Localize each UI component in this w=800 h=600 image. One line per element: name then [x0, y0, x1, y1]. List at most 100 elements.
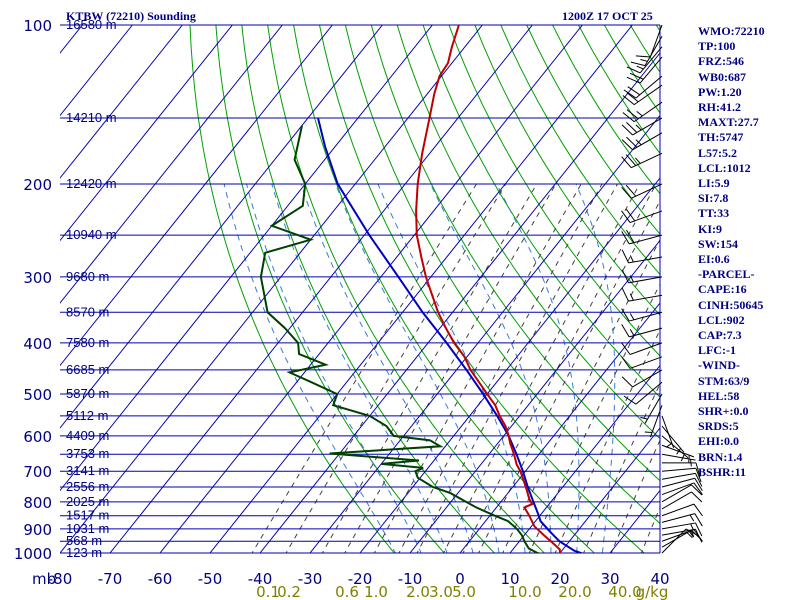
- wind-barb: [623, 75, 663, 99]
- temperature-tick-labels: -80 -70 -60 -50 -40 -30 -20 -10 0 10 20 30 40: [48, 570, 670, 588]
- moist-adiabat-line: [496, 183, 580, 553]
- height-label: 1031 m: [66, 521, 109, 536]
- wind-barb: [623, 381, 663, 405]
- index-shr: SHR+:0.0: [698, 404, 749, 419]
- mixing-ratio-label: 3.0: [429, 583, 453, 600]
- index-tp: TP:100: [698, 39, 736, 54]
- index-sw: SW:154: [698, 236, 739, 251]
- dry-adiabat-line: [319, 25, 646, 553]
- index-ehi: EHI:0.0: [698, 434, 740, 449]
- dry-adiabat-line: [422, 25, 660, 398]
- isotherm-line: [60, 25, 233, 242]
- height-label: 6685 m: [66, 362, 109, 377]
- moist-adiabat-line: [377, 183, 526, 553]
- dry-adiabat-line: [267, 25, 546, 553]
- wind-barb: [661, 528, 703, 543]
- temperature-tick-label: 40: [650, 570, 669, 588]
- mixing-ratio-label: 0.6: [335, 583, 359, 600]
- mixing-ratio-line: [416, 183, 618, 553]
- mixing-ratio-line: [462, 183, 657, 553]
- isotherm-line: [60, 25, 483, 553]
- moist-adiabat-line: [246, 183, 422, 553]
- temperature-tick-label: -20: [348, 570, 373, 588]
- pressure-tick-label: 300: [23, 269, 52, 287]
- height-label: 5112 m: [66, 408, 108, 423]
- temperature-tick-label: 10: [500, 570, 519, 588]
- mixing-ratio-line: [285, 183, 507, 553]
- index-tt: TT:33: [698, 206, 730, 221]
- pressure-tick-label: 700: [23, 463, 52, 481]
- wind-barb: [661, 482, 703, 496]
- height-label: 568 m: [66, 533, 102, 548]
- dry-adiabat-line: [241, 25, 495, 553]
- wind-barb: [626, 56, 663, 84]
- index-maxt: MAXT:27.7: [698, 115, 759, 130]
- isotherm-line: [60, 25, 383, 429]
- index-ei: EI:0.6: [698, 252, 730, 267]
- mixing-ratio-lines: [251, 183, 660, 553]
- sounding-datetime: 1200Z 17 OCT 25: [562, 9, 653, 23]
- isotherms: [60, 25, 660, 553]
- temperature-tick-label: -80: [48, 570, 73, 588]
- wind-barb: [661, 425, 685, 455]
- mixing-ratio-label: 0.2: [277, 583, 301, 600]
- wind-barb: [661, 503, 703, 517]
- moist-adiabat-line: [223, 183, 396, 553]
- dry-adiabat-line: [189, 25, 395, 553]
- dry-adiabat-line: [760, 25, 800, 564]
- temperature-tick-label: 0: [455, 570, 465, 588]
- wind-barb: [621, 208, 663, 224]
- dry-adiabat-line: [370, 25, 660, 482]
- height-label: 10940 m: [66, 227, 117, 242]
- pressure-tick-label: 500: [23, 386, 52, 404]
- wind-barb: [635, 24, 663, 58]
- wind-barb: [661, 444, 695, 463]
- isobars: [60, 24, 661, 554]
- index-l57: L57:5.2: [698, 145, 737, 160]
- dewpoint-line: [259, 125, 542, 553]
- index-pw: PW:1.20: [698, 84, 742, 99]
- moist-adiabats: [223, 183, 616, 553]
- index-li: LI:5.9: [698, 176, 730, 191]
- wind-barb: [621, 249, 663, 264]
- wind-barb: [661, 415, 675, 449]
- wind-barb: [621, 152, 663, 169]
- isotherm-line: [60, 25, 433, 492]
- wind-barbs: [621, 24, 703, 554]
- dry-adiabat-line: [396, 25, 660, 440]
- index-rh: RH:41.2: [698, 100, 741, 115]
- isotherm-line: [60, 25, 133, 117]
- isotherm-line: [309, 114, 660, 553]
- wind-barb: [621, 183, 663, 199]
- isotherm-line: [559, 427, 660, 553]
- index-th: TH:5747: [698, 130, 744, 145]
- wind-barb: [621, 229, 663, 245]
- wind-barb: [621, 132, 663, 151]
- isotherm-line: [60, 25, 183, 179]
- height-label: 7580 m: [66, 335, 109, 350]
- pressure-tick-label: 600: [23, 428, 52, 446]
- pressure-tick-label: 800: [23, 494, 52, 512]
- temperature-tick-label: 30: [600, 570, 619, 588]
- index-srds: SRDS:5: [698, 419, 739, 434]
- isotherm-line: [60, 25, 333, 367]
- moist-adiabat-line: [335, 183, 500, 553]
- height-label: 16580 m: [66, 17, 117, 32]
- station-title: KTBW (72210) Sounding: [66, 9, 196, 23]
- pressure-tick-label: 400: [23, 335, 52, 353]
- mixing-ratio-line: [251, 183, 477, 553]
- mixing-ratio-label: 40.0: [608, 583, 641, 600]
- wind-barb: [621, 324, 663, 338]
- wind-barb: [621, 117, 663, 136]
- wind-barb: [661, 484, 703, 503]
- moist-adiabat-line: [575, 183, 616, 553]
- height-label: 8570 m: [66, 304, 109, 319]
- mixing-ratio-line: [583, 382, 660, 553]
- y-axis-unit-label: mb: [32, 570, 56, 588]
- wind-barb: [661, 513, 703, 527]
- index-cap: CAP:7.3: [698, 328, 742, 343]
- index-stm: STM:63/9: [698, 373, 750, 388]
- wind-barb: [661, 453, 696, 467]
- temperature-tick-label: -30: [298, 570, 323, 588]
